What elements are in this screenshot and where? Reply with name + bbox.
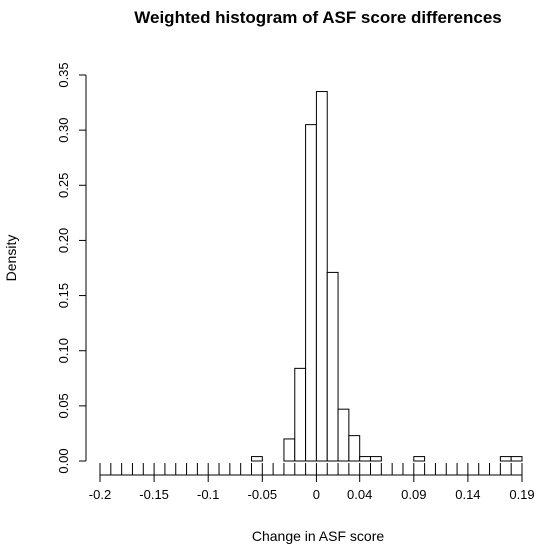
x-tick-label: 0.19 bbox=[509, 487, 534, 502]
x-tick-label: 0 bbox=[313, 487, 320, 502]
histogram-bar bbox=[283, 438, 296, 462]
y-tick-label: 0.00 bbox=[56, 448, 71, 473]
x-tick-label: 0.14 bbox=[455, 487, 480, 502]
x-tick-label: 0.04 bbox=[347, 487, 372, 502]
histogram-bar bbox=[510, 456, 523, 462]
histogram-bar bbox=[250, 456, 263, 462]
histogram-bar bbox=[337, 408, 350, 462]
histogram-bar bbox=[370, 456, 382, 462]
y-axis-label: Density bbox=[3, 235, 19, 282]
y-tick-label: 0.20 bbox=[56, 228, 71, 253]
y-tick-label: 0.25 bbox=[56, 173, 71, 198]
y-tick-label: 0.05 bbox=[56, 393, 71, 418]
x-tick-label: -0.2 bbox=[89, 487, 111, 502]
x-tick-label: -0.05 bbox=[247, 487, 277, 502]
histogram-bar bbox=[326, 271, 339, 462]
x-tick-label: 0.09 bbox=[401, 487, 426, 502]
y-axis: 0.00 0.05 0.10 0.15 0.20 0.25 0.30 0.35 bbox=[56, 62, 87, 474]
histogram-bar bbox=[359, 456, 372, 462]
histogram-bar bbox=[294, 367, 307, 462]
x-axis-label: Change in ASF score bbox=[252, 528, 385, 544]
bars-group bbox=[250, 91, 523, 462]
y-tick-label: 0.30 bbox=[56, 117, 71, 142]
x-tick-label: -0.1 bbox=[197, 487, 219, 502]
histogram-bar bbox=[348, 435, 361, 462]
y-tick-label: 0.35 bbox=[56, 62, 71, 87]
chart-title: Weighted histogram of ASF score differen… bbox=[134, 8, 501, 27]
y-tick-label: 0.15 bbox=[56, 283, 71, 308]
x-tick-label: -0.15 bbox=[139, 487, 169, 502]
x-axis: -0.2 -0.15 -0.1 -0.05 0 0.04 0.09 0.14 0.19 bbox=[89, 463, 535, 502]
histogram-bar bbox=[305, 124, 317, 462]
histogram-bar bbox=[315, 91, 328, 462]
histogram-bar bbox=[413, 456, 426, 462]
histogram-bar bbox=[499, 456, 512, 462]
y-tick-label: 0.10 bbox=[56, 338, 71, 363]
